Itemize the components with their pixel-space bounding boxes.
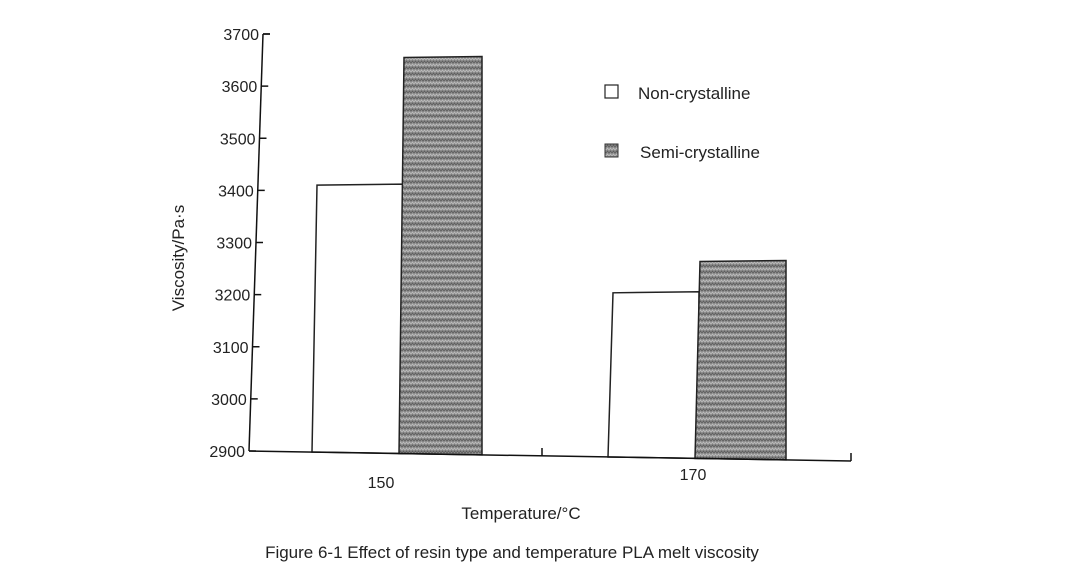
y-tick-label-3000: 3000: [211, 392, 247, 409]
legend-swatch-semi-crystalline: [604, 143, 619, 158]
bar-semi-crystalline-170: [694, 259, 787, 461]
legend-swatch-non-crystalline: [604, 84, 619, 99]
y-tick-label-3500: 3500: [220, 131, 256, 148]
bar-non-crystalline-150: [311, 183, 404, 455]
figure-caption: Figure 6-1 Effect of resin type and temp…: [265, 543, 759, 562]
y-tick-label-3200: 3200: [215, 288, 251, 305]
x-axis-title: Temperature/°C: [461, 504, 580, 523]
x-axis-line: [248, 450, 852, 462]
y-axis-title: Viscosity/Pa·s: [169, 205, 188, 311]
y-ticks-group: 2900 3000 3100 3200 3300 3400 3500 3600 3700: [209, 27, 270, 461]
bar-semi-crystalline-150: [398, 55, 483, 456]
y-tick-label-3300: 3300: [216, 236, 252, 253]
y-tick-label-3700: 3700: [223, 27, 259, 44]
y-tick-label-2900: 2900: [209, 444, 245, 461]
bar-non-crystalline-170: [607, 291, 700, 460]
y-tick-label-3600: 3600: [222, 79, 258, 96]
y-tick-label-3400: 3400: [218, 183, 254, 200]
x-tick-label-170: 170: [680, 467, 707, 484]
bars-group: [311, 55, 787, 461]
x-tick-label-150: 150: [368, 475, 395, 492]
legend-label-non-crystalline: Non-crystalline: [638, 84, 750, 103]
y-tick-label-3100: 3100: [213, 340, 249, 357]
legend-label-semi-crystalline: Semi-crystalline: [640, 143, 760, 162]
